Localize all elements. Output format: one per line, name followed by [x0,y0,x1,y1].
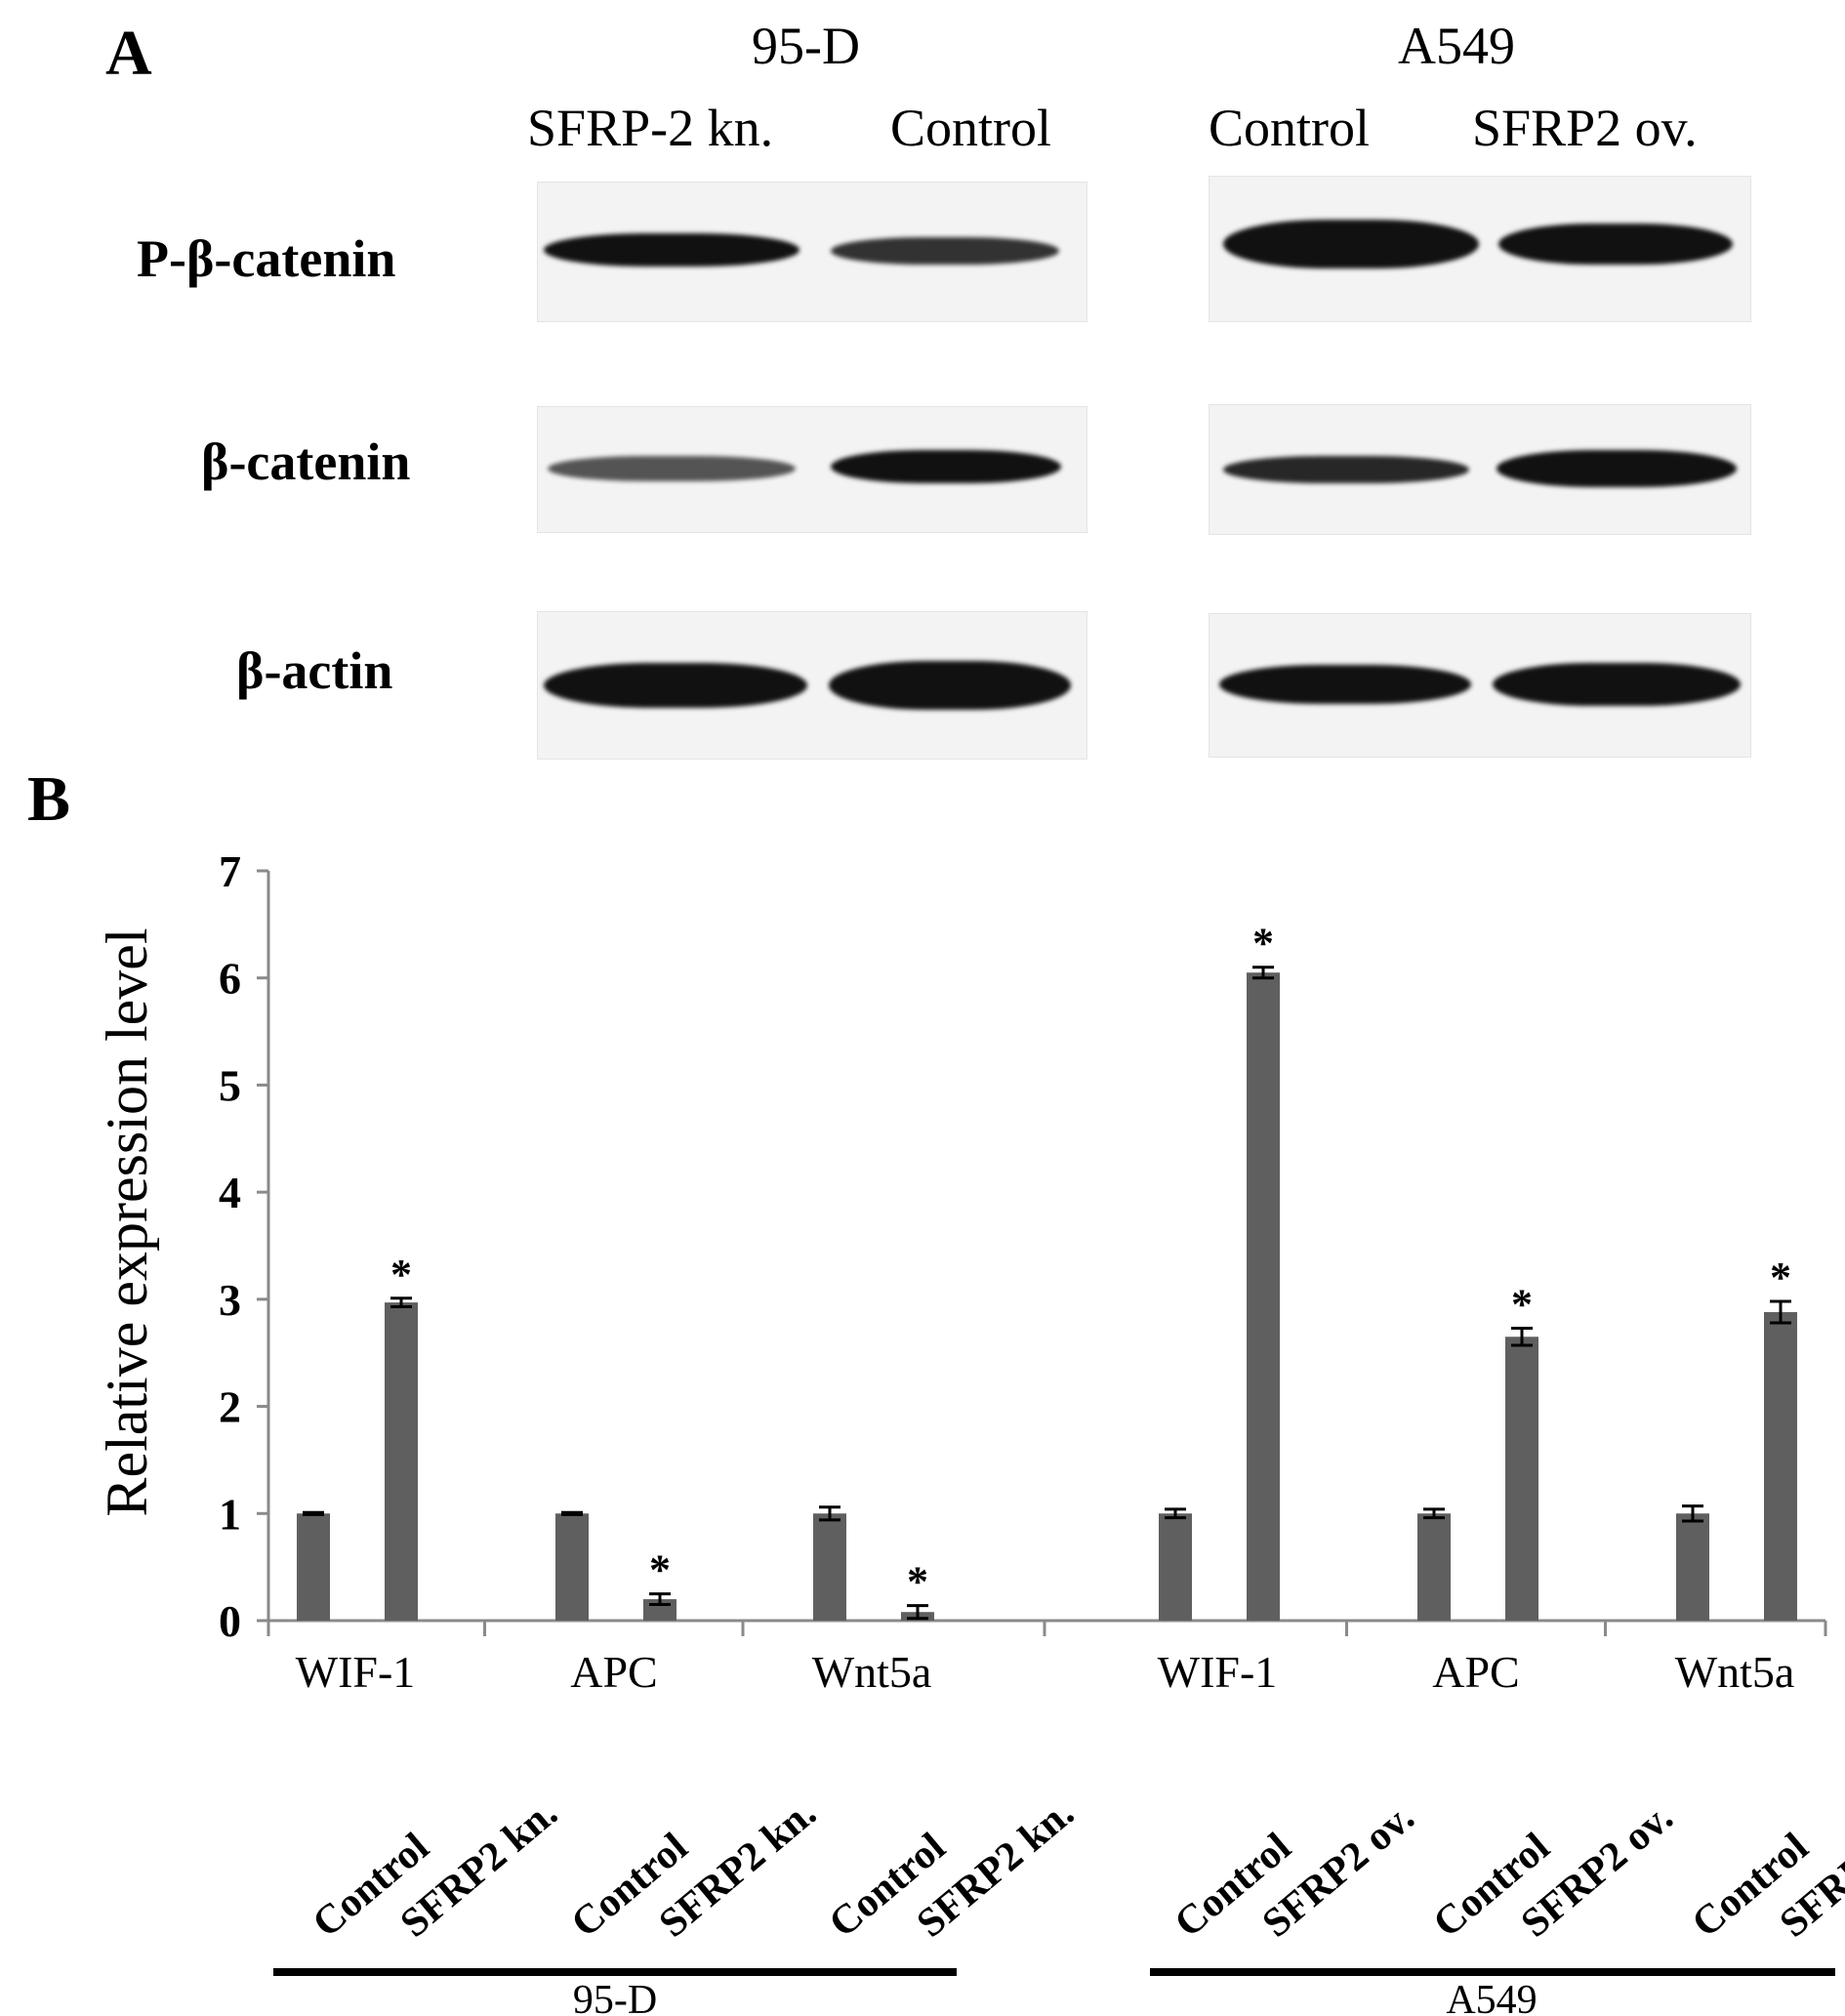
blot-band [1493,663,1741,706]
blot-band [831,237,1059,265]
bar [555,1513,589,1621]
panel-a-letter: A [105,18,152,89]
significance-marker: * [1511,1280,1533,1328]
y-axis-title: Relative expression level [95,927,159,1516]
significance-marker: * [1252,920,1274,967]
bar [297,1513,330,1621]
significance-marker: * [907,1558,928,1606]
gene-label: WIF-1 [1158,1647,1278,1697]
group-label-a549: A549 [1446,1978,1537,2016]
significance-marker: * [1770,1254,1791,1301]
blot-strip-a549-beta-catenin [1209,404,1751,535]
group-header-95d: 95-D [752,17,860,75]
blot-band [548,456,796,481]
bar [1676,1513,1709,1621]
row-label-beta-catenin: β-catenin [201,432,411,491]
y-tick-label: 3 [219,1275,241,1325]
gene-label: WIF-1 [296,1647,416,1697]
gene-label: APC [1432,1647,1519,1697]
bar [1159,1513,1192,1621]
bar [1417,1513,1451,1621]
blot-band [1496,450,1737,487]
blot-strip-95d-p-beta-catenin [537,182,1087,322]
significance-marker: * [649,1546,671,1594]
blot-band [829,661,1071,710]
gene-label: APC [570,1647,657,1697]
y-tick-label: 5 [219,1060,241,1110]
y-tick-label: 6 [219,954,241,1004]
blot-band [1498,224,1733,265]
blot-band [544,233,800,267]
blot-band [1223,456,1469,483]
y-tick-label: 4 [219,1168,241,1217]
panel-b-letter: B [27,763,71,835]
blot-band [831,450,1061,483]
group-header-a549: A549 [1398,17,1515,75]
bar [1764,1312,1797,1621]
lane-label-95d-knockdown: SFRP-2 kn. [527,99,774,157]
y-tick-label: 1 [219,1489,241,1539]
lane-label-a549-overexpression: SFRP2 ov. [1472,99,1698,157]
x-axis [266,1619,1827,1636]
gene-label: Wnt5a [812,1647,932,1697]
bar [385,1302,418,1621]
blot-strip-a549-beta-actin [1209,613,1751,758]
y-tick-label: 2 [219,1382,241,1432]
blot-band [1219,665,1471,704]
y-axis: 0 1 2 3 4 5 6 7 [219,846,270,1646]
blot-band [1223,220,1479,268]
row-label-p-beta-catenin: P-β-catenin [137,229,396,288]
y-tick-label: 7 [219,846,241,896]
bar [813,1513,846,1621]
lane-label-95d-control: Control [890,99,1052,157]
blot-band [544,663,807,708]
blot-strip-95d-beta-actin [537,611,1087,760]
gene-label: Wnt5a [1675,1647,1795,1697]
group-label-95d: 95-D [573,1978,657,2016]
blot-strip-95d-beta-catenin [537,406,1087,533]
row-label-beta-actin: β-actin [236,641,393,700]
bar [1247,972,1280,1621]
lane-label-a549-control: Control [1209,99,1371,157]
significance-marker: * [390,1251,412,1298]
y-tick-label: 0 [219,1596,241,1646]
bars: * * * * * * [297,920,1797,1621]
blot-strip-a549-p-beta-catenin [1209,176,1751,322]
bar [1505,1337,1538,1621]
